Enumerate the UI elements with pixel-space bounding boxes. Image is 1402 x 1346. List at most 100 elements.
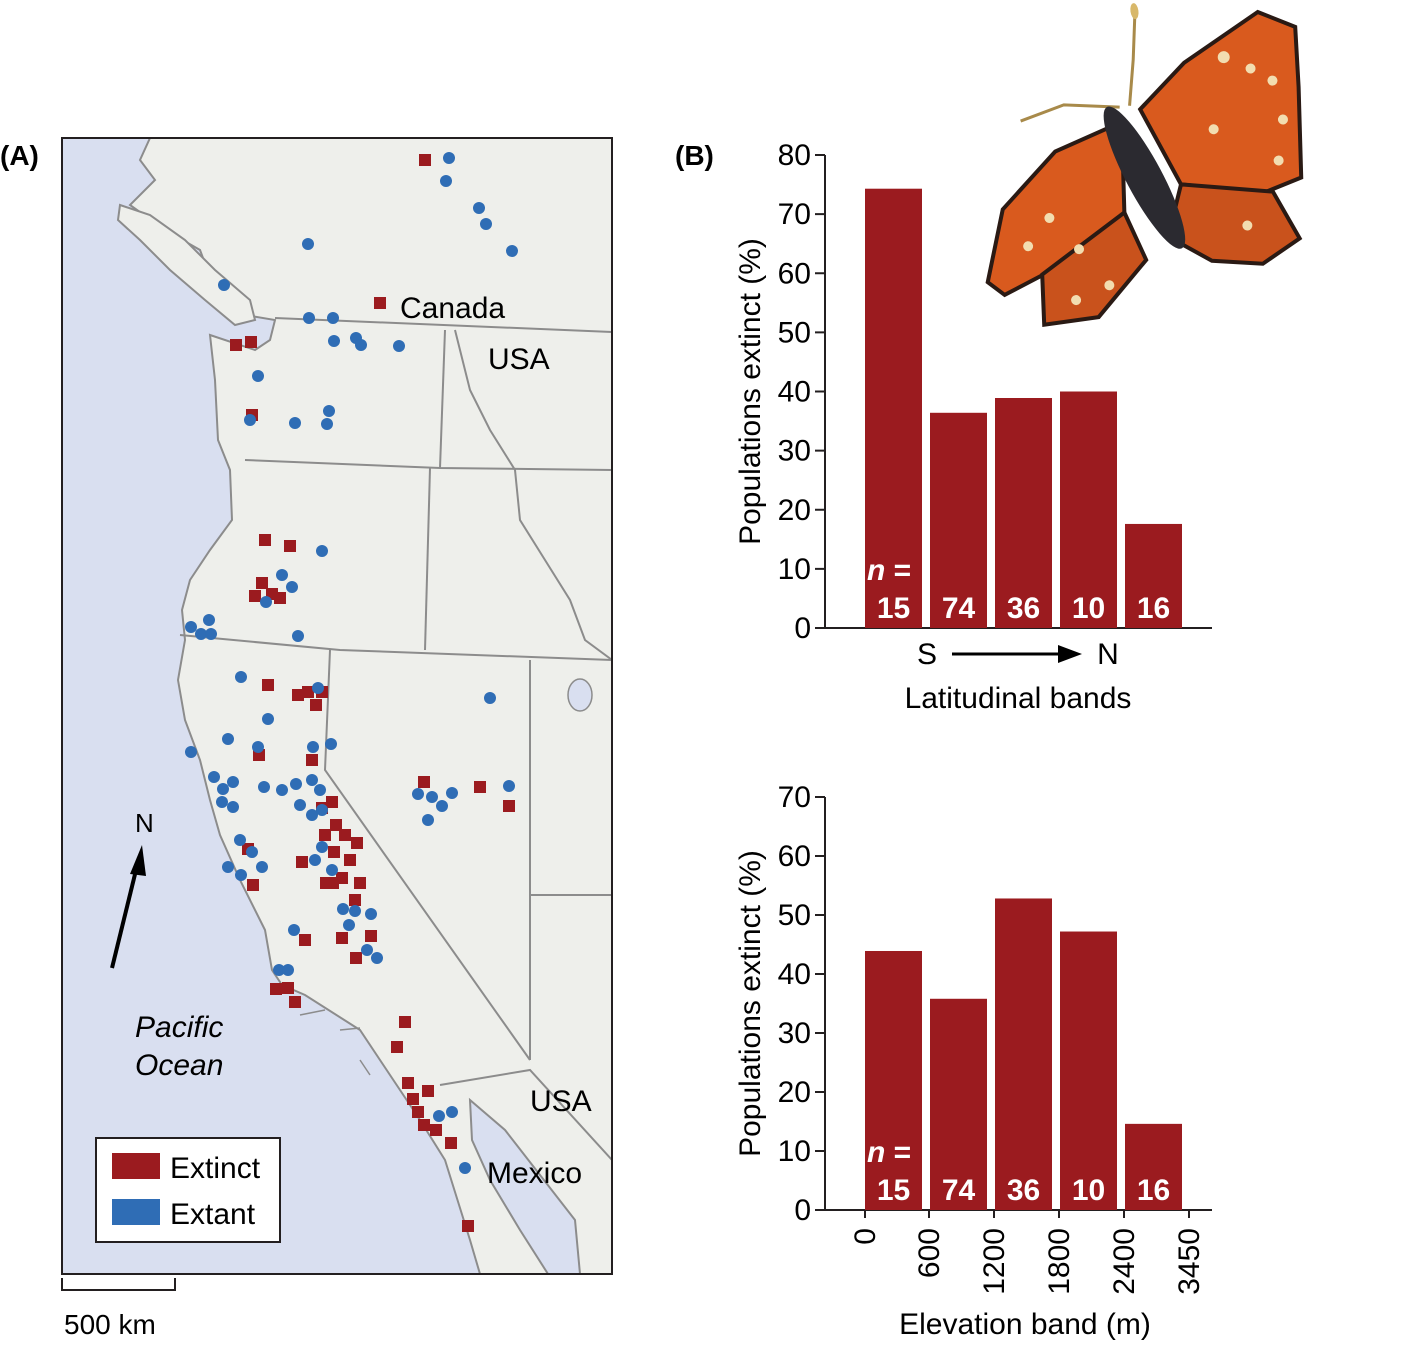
- extant-marker: [252, 741, 264, 753]
- extant-marker: [473, 202, 485, 214]
- extant-marker: [327, 312, 339, 324]
- extant-marker: [426, 791, 438, 803]
- antenna-right: [1128, 14, 1137, 106]
- extinct-marker: [418, 1119, 430, 1131]
- north-label: N: [135, 808, 154, 838]
- extant-marker: [316, 804, 328, 816]
- extant-marker: [282, 964, 294, 976]
- extinct-marker: [230, 339, 242, 351]
- extant-marker: [286, 581, 298, 593]
- extant-marker: [349, 905, 361, 917]
- extant-marker: [217, 783, 229, 795]
- extant-marker: [484, 692, 496, 704]
- extinct-marker: [354, 877, 366, 889]
- count-label: 36: [1007, 592, 1040, 625]
- extinct-marker: [284, 540, 296, 552]
- extant-marker: [443, 152, 455, 164]
- label-usa-north: USA: [488, 343, 550, 376]
- extinct-marker: [407, 1093, 419, 1105]
- extinct-marker: [474, 781, 486, 793]
- n-label: n =: [867, 1136, 911, 1169]
- butterfly-body: [1103, 106, 1186, 249]
- extant-marker: [246, 846, 258, 858]
- extinct-marker: [374, 297, 386, 309]
- label-canada: Canada: [400, 292, 505, 325]
- y-tick-label: 20: [778, 494, 811, 527]
- extant-marker: [185, 746, 197, 758]
- extant-marker: [323, 405, 335, 417]
- extant-marker: [222, 733, 234, 745]
- y-tick-label: 40: [778, 958, 811, 991]
- y-axis-label: Populations extinct (%): [734, 850, 767, 1157]
- label-usa-south: USA: [530, 1085, 592, 1118]
- extinct-marker: [256, 577, 268, 589]
- extant-marker: [307, 741, 319, 753]
- extant-marker: [256, 861, 268, 873]
- extant-marker: [436, 800, 448, 812]
- extant-marker: [288, 924, 300, 936]
- bar: [995, 398, 1052, 628]
- bar: [1060, 391, 1117, 628]
- y-tick-label: 0: [794, 1194, 811, 1227]
- bar: [1060, 931, 1117, 1210]
- extant-marker: [337, 903, 349, 915]
- panel-b-label: (B): [675, 140, 714, 171]
- bar: [930, 998, 987, 1210]
- extant-marker: [185, 621, 197, 633]
- extant-marker: [222, 861, 234, 873]
- wing-left-hind: [1040, 209, 1149, 328]
- extant-marker: [321, 418, 333, 430]
- extant-marker: [422, 814, 434, 826]
- y-tick-label: 80: [778, 139, 811, 172]
- y-tick-label: 40: [778, 376, 811, 409]
- y-tick-label: 50: [778, 316, 811, 349]
- extant-marker: [326, 864, 338, 876]
- extant-marker: [309, 854, 321, 866]
- extant-marker: [258, 781, 270, 793]
- extant-marker: [506, 245, 518, 257]
- extant-marker: [227, 801, 239, 813]
- legend-extinct: Extinct: [170, 1152, 261, 1185]
- extant-marker: [306, 809, 318, 821]
- antenna-left: [1020, 103, 1120, 123]
- x-axis-label: Elevation band (m): [899, 1308, 1151, 1341]
- extinct-marker: [503, 800, 515, 812]
- extinct-marker: [247, 879, 259, 891]
- count-label: 16: [1137, 1174, 1170, 1207]
- vancouver-island: [116, 203, 257, 327]
- label-mexico: Mexico: [487, 1157, 582, 1190]
- x-tick-label: 3450: [1173, 1228, 1206, 1295]
- extinct-marker: [349, 894, 361, 906]
- extinct-marker: [336, 932, 348, 944]
- extinct-marker: [330, 819, 342, 831]
- great-salt-lake: [567, 678, 593, 712]
- extant-marker: [234, 834, 246, 846]
- borders: [179, 317, 612, 1161]
- extant-marker: [276, 784, 288, 796]
- extinct-marker: [350, 952, 362, 964]
- extinct-marker: [319, 829, 331, 841]
- y-tick-label: 30: [778, 1017, 811, 1050]
- n-label: n =: [867, 554, 911, 587]
- extant-marker: [446, 1106, 458, 1118]
- map-frame: [61, 137, 613, 1275]
- extant-marker: [292, 630, 304, 642]
- bar: [995, 898, 1052, 1210]
- count-label: 74: [942, 592, 976, 625]
- count-label: 10: [1072, 592, 1105, 625]
- y-tick-label: 70: [778, 781, 811, 814]
- extant-marker: [306, 774, 318, 786]
- extant-marker: [252, 370, 264, 382]
- map-legend: Extinct Extant: [95, 1137, 281, 1243]
- extant-marker: [393, 340, 405, 352]
- x-axis-label: Latitudinal bands: [905, 682, 1132, 715]
- extinct-marker: [419, 154, 431, 166]
- extant-marker: [290, 778, 302, 790]
- count-label: 74: [942, 1174, 976, 1207]
- x-tick-label: 600: [913, 1228, 946, 1278]
- ocean-label-2: Ocean: [135, 1049, 223, 1082]
- map-points: [185, 152, 518, 1232]
- extinct-marker: [351, 837, 363, 849]
- north-arrow: N: [110, 808, 154, 969]
- butterfly-photo: [985, 3, 1304, 328]
